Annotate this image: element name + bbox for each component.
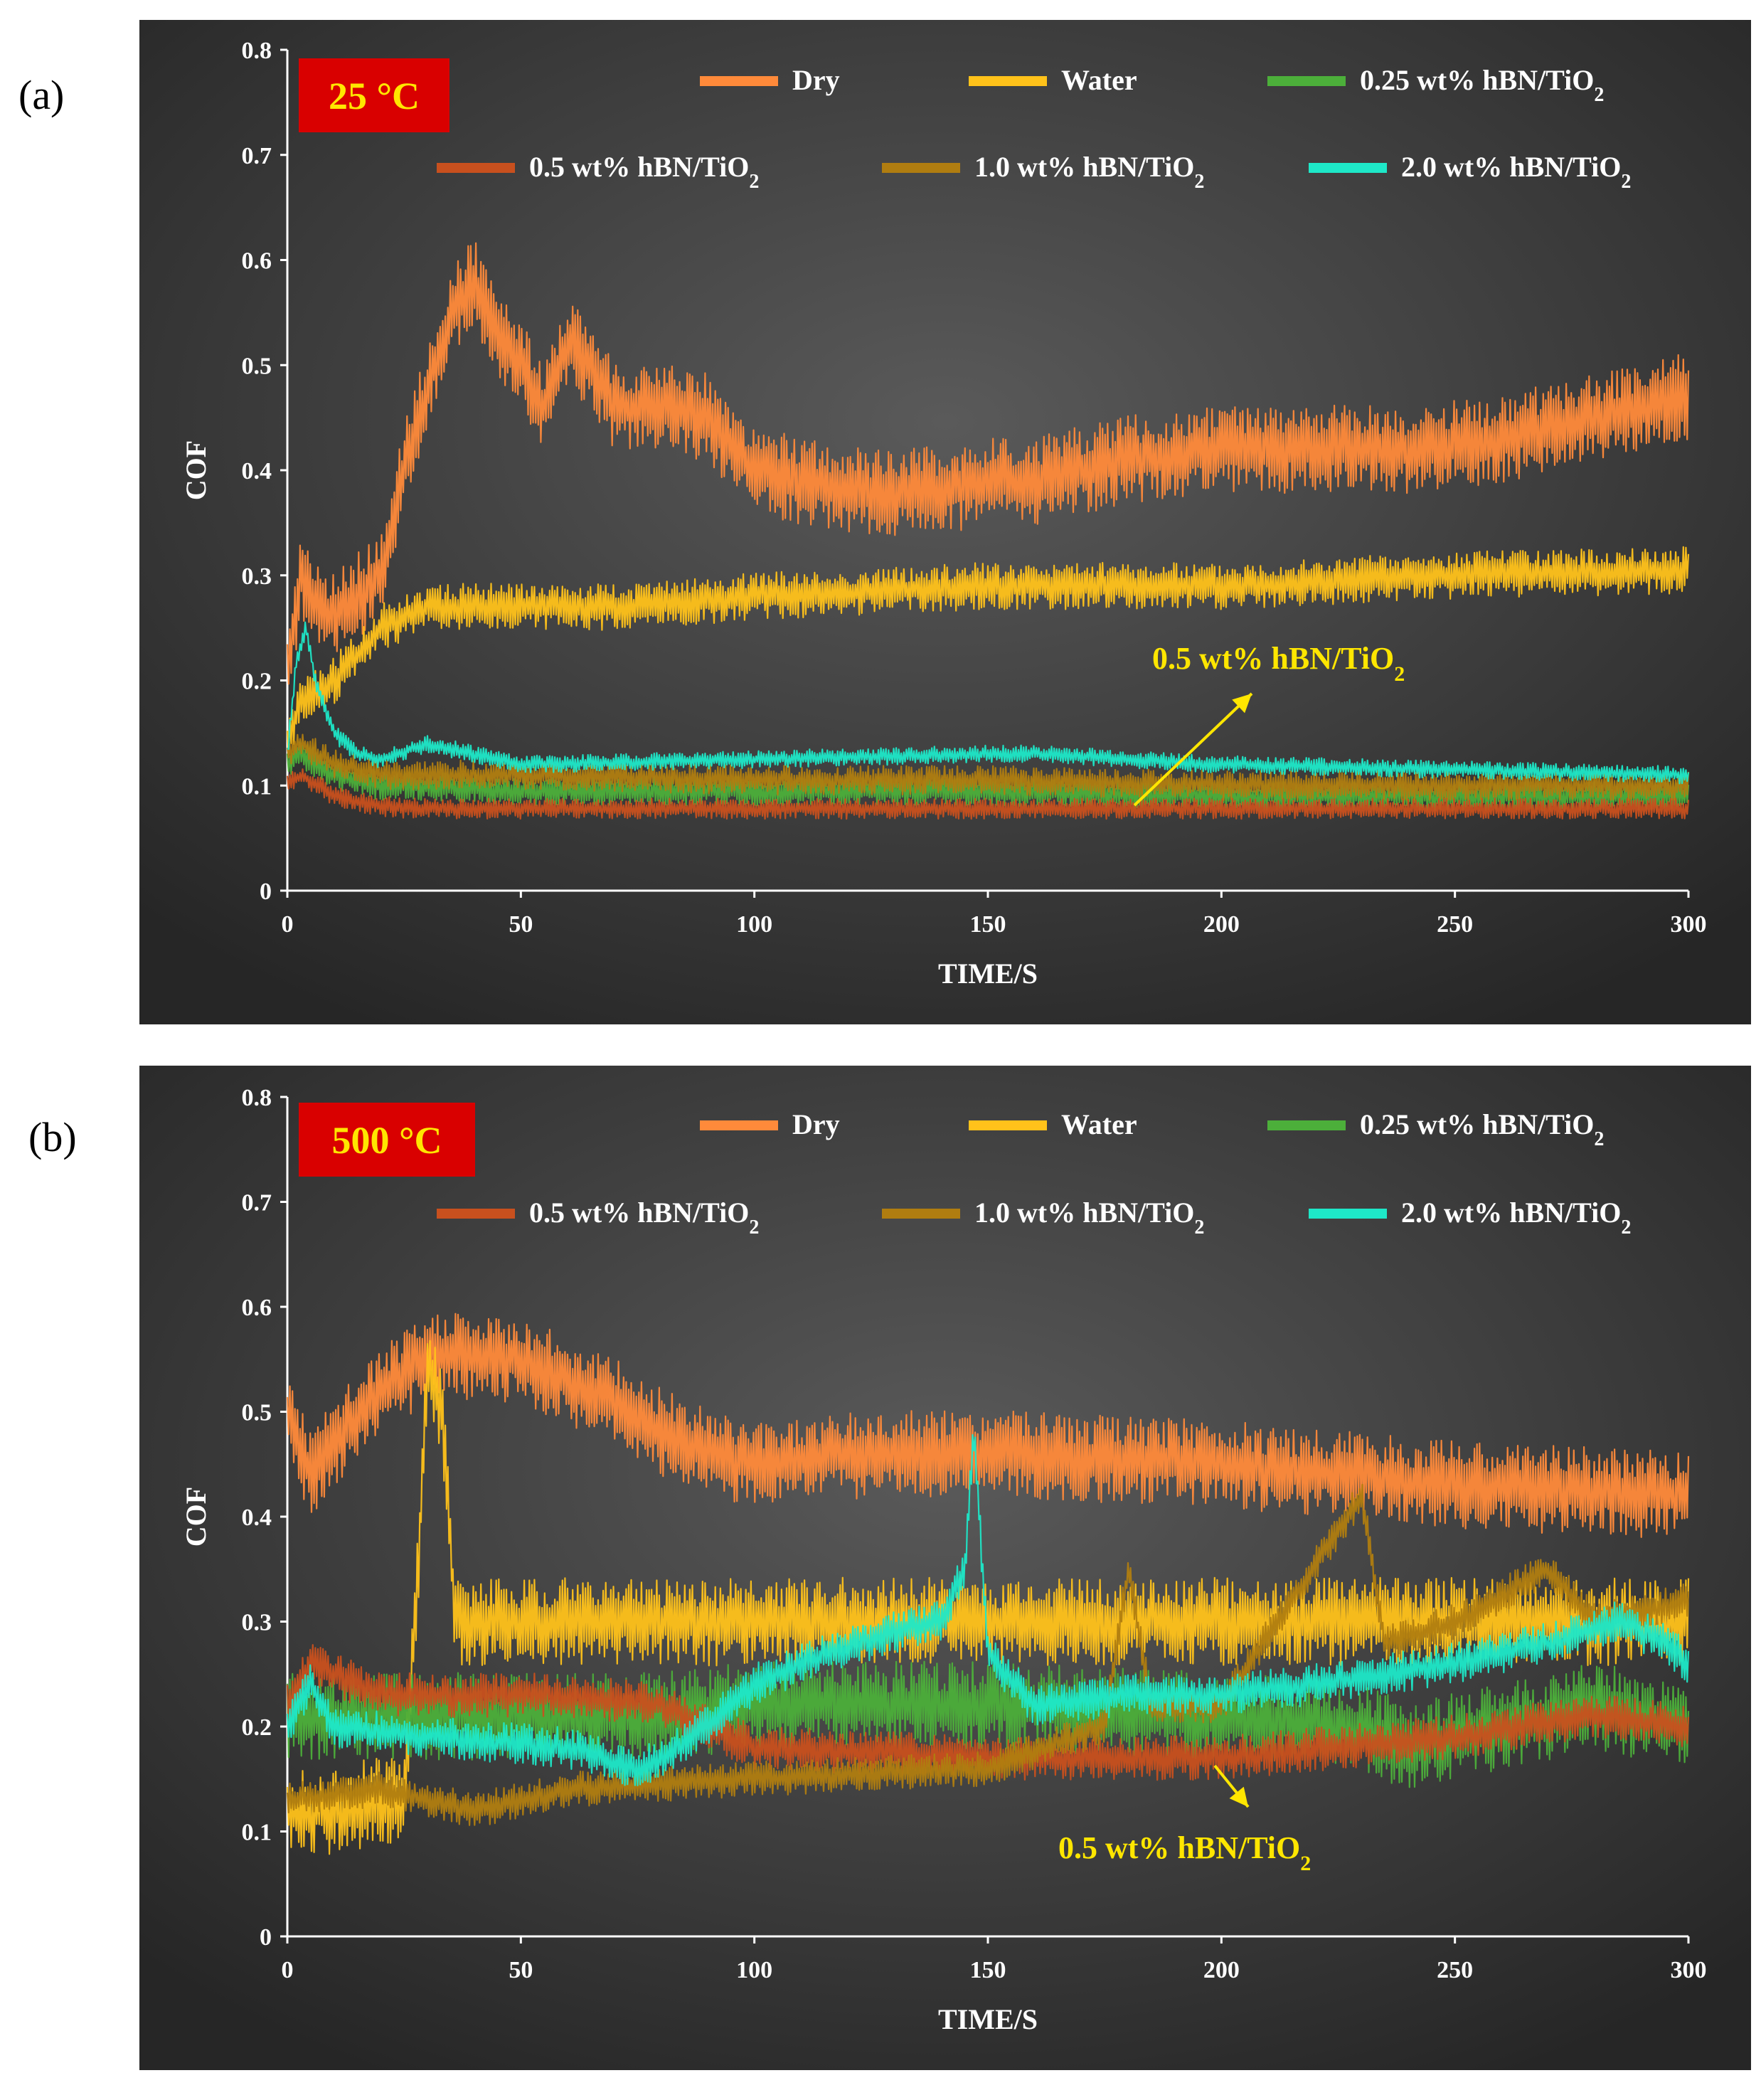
x-tick-label: 200 <box>1203 1957 1240 1983</box>
x-tick-label: 0 <box>282 1957 294 1983</box>
series-line-3 <box>286 768 1690 820</box>
x-tick-label: 300 <box>1671 1957 1707 1983</box>
y-tick-label: 0 <box>260 1924 272 1951</box>
y-tick-label: 0.8 <box>242 1085 272 1111</box>
x-tick-label: 300 <box>1671 911 1707 938</box>
y-tick-label: 0.7 <box>242 1190 272 1216</box>
temperature-label: 500 °C <box>331 1119 442 1162</box>
temperature-label: 25 °C <box>329 75 420 117</box>
x-tick-label: 150 <box>970 1957 1006 1983</box>
series-line-2 <box>286 739 1690 812</box>
x-tick-label: 200 <box>1203 911 1240 938</box>
legend-label: 2.0 wt% hBN/TiO2 <box>1401 1197 1631 1239</box>
chart-background <box>139 20 1751 1024</box>
y-tick-label: 0.6 <box>242 1295 272 1321</box>
x-tick-label: 100 <box>736 1957 772 1983</box>
y-tick-label: 0.1 <box>242 773 272 800</box>
y-tick-label: 0.1 <box>242 1820 272 1846</box>
legend-label: Dry <box>792 1108 840 1140</box>
series-line-5 <box>287 621 1690 785</box>
x-tick-label: 50 <box>509 911 533 938</box>
annotation-arrow <box>1213 1764 1250 1808</box>
legend-label: 0.25 wt% hBN/TiO2 <box>1360 64 1604 106</box>
chart-b: 0 0.1 0.2 0.3 0.4 0.5 0.6 0.7 0.8 0 50 100 150 200 250… <box>139 1066 1751 2070</box>
x-tick-label: 250 <box>1437 911 1473 938</box>
y-tick-label: 0.8 <box>242 38 272 64</box>
legend-label: 1.0 wt% hBN/TiO2 <box>974 151 1204 193</box>
x-tick-label: 0 <box>282 911 294 938</box>
legend-label: Water <box>1061 1108 1137 1140</box>
y-axis-title: COF <box>180 1487 212 1547</box>
x-tick-label: 100 <box>736 911 772 938</box>
series-line-0 <box>286 1312 1690 1538</box>
series-line-0 <box>286 242 1690 685</box>
y-tick-label: 0.5 <box>242 353 272 379</box>
series-line-1 <box>286 546 1690 755</box>
annotation-arrowhead <box>1229 1786 1248 1807</box>
temperature-badge <box>299 58 449 132</box>
series-line-3 <box>286 1644 1690 1781</box>
x-tick-label: 50 <box>509 1957 533 1983</box>
legend-label: Dry <box>792 64 840 96</box>
legend-label: 2.0 wt% hBN/TiO2 <box>1401 151 1631 193</box>
panel-label-b: (b) <box>28 1114 77 1160</box>
series-line-4 <box>286 1483 1690 1826</box>
x-tick-label: 150 <box>970 911 1006 938</box>
temperature-badge <box>299 1103 475 1177</box>
y-tick-label: 0.5 <box>242 1400 272 1426</box>
y-axis-title: COF <box>180 440 212 500</box>
series-line-1 <box>286 1340 1690 1855</box>
legend-label: 0.25 wt% hBN/TiO2 <box>1360 1108 1604 1150</box>
annotation-label: 0.5 wt% hBN/TiO2 <box>1058 1830 1311 1875</box>
y-tick-label: 0.3 <box>242 563 272 590</box>
x-axis-title: TIME/S <box>938 958 1038 990</box>
series-line-2 <box>286 1660 1690 1788</box>
x-axis-title: TIME/S <box>938 2003 1038 2035</box>
y-tick-label: 0.3 <box>242 1610 272 1636</box>
legend-label: 0.5 wt% hBN/TiO2 <box>529 1197 759 1239</box>
annotation-label: 0.5 wt% hBN/TiO2 <box>1152 641 1405 686</box>
y-tick-label: 0.6 <box>242 248 272 275</box>
y-tick-label: 0.4 <box>242 1505 272 1531</box>
y-tick-label: 0.4 <box>242 458 272 484</box>
chart-background <box>139 1066 1751 2070</box>
x-tick-label: 250 <box>1437 1957 1473 1983</box>
legend-label: Water <box>1061 64 1137 96</box>
y-tick-label: 0.2 <box>242 1714 272 1741</box>
y-tick-label: 0.2 <box>242 669 272 695</box>
legend-label: 0.5 wt% hBN/TiO2 <box>529 151 759 193</box>
series-line-4 <box>286 733 1690 802</box>
panel-label-a: (a) <box>18 72 65 118</box>
y-tick-label: 0 <box>260 879 272 905</box>
chart-a: 0 0.1 0.2 0.3 0.4 0.5 0.6 0.7 0.8 0 50 100 150 200 250… <box>139 20 1751 1024</box>
y-tick-label: 0.7 <box>242 143 272 169</box>
annotation-arrow <box>1133 692 1253 807</box>
annotation-arrowhead <box>1232 694 1252 714</box>
series-line-5 <box>286 1433 1690 1786</box>
legend-label: 1.0 wt% hBN/TiO2 <box>974 1197 1204 1239</box>
